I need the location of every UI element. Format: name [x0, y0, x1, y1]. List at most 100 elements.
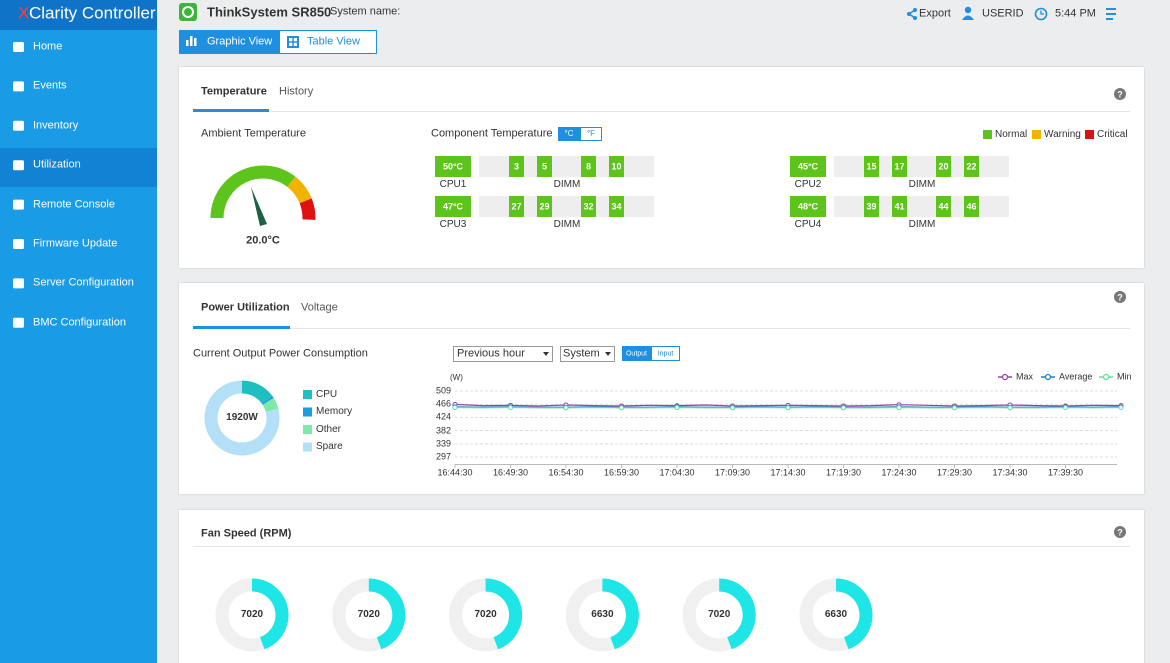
x-tick-label: 17:29:30: [936, 467, 973, 478]
legend-label: Memory: [316, 406, 353, 417]
x-tick-label: 16:44:30: [437, 467, 473, 478]
x-tick-label: 17:24:30: [881, 467, 917, 478]
dimm-number: 46: [966, 201, 977, 211]
menu-toggle-bar[interactable]: [1106, 8, 1116, 10]
share-dot: [913, 8, 917, 12]
line-marker: [785, 405, 791, 411]
dimm-box: [964, 156, 979, 177]
mode-label[interactable]: Input: [657, 350, 674, 357]
dimm-box: [609, 196, 624, 217]
donut-segment: [241, 380, 273, 404]
fan-speed: 6630: [824, 609, 848, 620]
dimm-number: 8: [585, 161, 592, 171]
brand: Clarity Controller: [29, 3, 156, 23]
tab[interactable]: Voltage: [301, 301, 338, 314]
cpu-temp: 48°C: [797, 201, 819, 211]
dimm-bar: [479, 156, 654, 177]
legend-swatch: [303, 407, 312, 417]
dimm-bar: [479, 196, 654, 217]
dimm-number: 32: [583, 201, 594, 211]
dimm-number: 44: [938, 201, 949, 211]
dimm-number: 15: [866, 161, 877, 171]
y-tick-label: 339: [435, 438, 451, 449]
dimm-number: 10: [611, 161, 622, 171]
menu-item[interactable]: Server Configuration: [33, 276, 134, 289]
y-tick-label: 297: [435, 451, 451, 462]
mode-label[interactable]: Output: [625, 350, 648, 357]
scope[interactable]: System: [563, 347, 600, 360]
dimm-box: [509, 196, 524, 217]
view-tab[interactable]: Table View: [307, 35, 360, 48]
menu-icon: [13, 317, 24, 328]
gauge-warning: [287, 176, 312, 204]
menu-toggle-bar[interactable]: [1106, 18, 1113, 20]
period-select[interactable]: [453, 346, 553, 362]
menu-item[interactable]: Inventory: [33, 119, 79, 132]
view-button[interactable]: [279, 30, 377, 54]
x-tick-label: 16:49:30: [492, 467, 529, 478]
active-row: [0, 148, 157, 187]
view-tab[interactable]: Graphic View: [207, 35, 273, 48]
dimm-number: 41: [894, 201, 905, 211]
dimm-box: [936, 156, 951, 177]
line-marker: [841, 405, 846, 411]
menu-item[interactable]: Home: [33, 40, 63, 53]
menu-item[interactable]: Firmware Update: [33, 237, 118, 250]
menu-item[interactable]: Utilization: [33, 158, 81, 171]
tab-active[interactable]: Temperature: [201, 85, 267, 98]
unit-label[interactable]: °C: [564, 129, 574, 138]
menu-item[interactable]: BMC Configuration: [33, 316, 126, 329]
menu-toggle-bar[interactable]: [1106, 13, 1116, 15]
line-marker: [1118, 405, 1124, 410]
dimm-number: 5: [541, 161, 548, 171]
y-tick-label: 509: [435, 385, 451, 396]
power-panel: [179, 283, 1144, 494]
system-name-label: System name:: [330, 5, 401, 18]
export[interactable]: Export: [919, 7, 951, 20]
tab[interactable]: History: [279, 85, 314, 98]
cpu-label: CPU1: [439, 179, 467, 190]
line-marker: [896, 405, 902, 410]
user[interactable]: USERID: [982, 7, 1024, 20]
logo-ring: [182, 6, 194, 18]
help-icon[interactable]: [1114, 291, 1126, 303]
y-tick-label: 382: [435, 425, 451, 436]
fan-arc: [485, 578, 523, 650]
help-icon[interactable]: [1114, 88, 1126, 100]
scope-select[interactable]: [560, 346, 615, 362]
unit-label[interactable]: °F: [586, 129, 596, 138]
unit-active[interactable]: [558, 127, 580, 141]
menu-icon: [13, 278, 24, 289]
legend-swatch: [1032, 130, 1041, 139]
gauge-needle: [251, 187, 267, 226]
help-icon[interactable]: [1114, 526, 1126, 538]
dimm-box: [936, 196, 951, 217]
legend-label: Average: [1059, 371, 1093, 382]
x-tick-label: 17:14:30: [770, 467, 806, 478]
line-marker: [619, 405, 624, 411]
period[interactable]: Previous hour: [457, 347, 525, 360]
dimm-box: [537, 156, 552, 177]
x-tick-label: 17:04:30: [659, 467, 695, 478]
cpu-box: [790, 196, 826, 217]
fan-arc: [835, 578, 873, 650]
table-icon-grid: [288, 37, 298, 47]
line-marker: [730, 405, 735, 411]
mode[interactable]: [651, 346, 680, 361]
graph-icon-bar: [190, 36, 193, 46]
fan-panel: [179, 510, 1144, 663]
cpu-label: CPU2: [794, 179, 822, 190]
menu-item[interactable]: Events: [33, 79, 67, 92]
tab-active[interactable]: Power Utilization: [201, 301, 290, 314]
mode-active[interactable]: [622, 346, 651, 361]
fan-speed: 6630: [591, 609, 614, 620]
graph-icon-bar: [186, 40, 189, 46]
legend-marker: [1044, 373, 1052, 381]
gauge-critical: [299, 198, 316, 220]
fan-arc: [718, 578, 756, 650]
consumption-label: Current Output Power Consumption: [193, 347, 368, 360]
unit[interactable]: [580, 127, 602, 141]
menu-item[interactable]: Remote Console: [33, 198, 115, 211]
dimm-box: [964, 196, 979, 217]
legend-label: Critical: [1097, 128, 1128, 140]
